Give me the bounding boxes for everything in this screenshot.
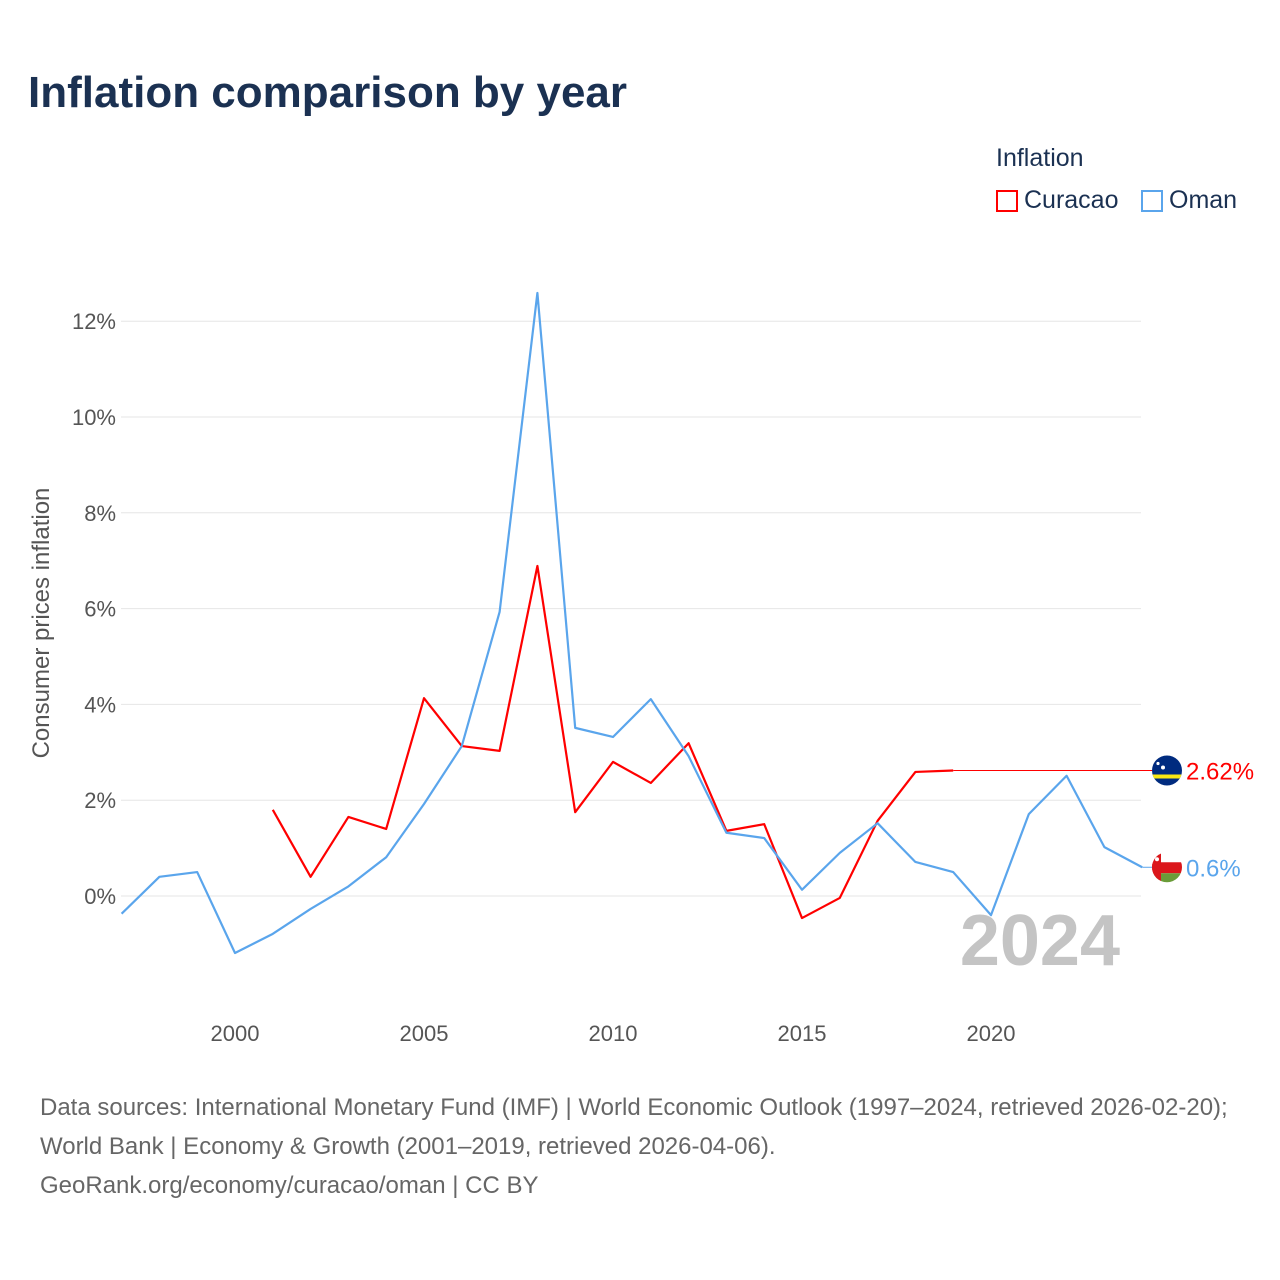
legend-item-curacao[interactable]: Curacao — [996, 186, 1119, 215]
legend-label-oman: Oman — [1169, 186, 1238, 214]
y-tick-label: 12% — [72, 309, 116, 334]
legend-swatch-oman — [1141, 189, 1163, 212]
y-tick-label: 8% — [84, 501, 116, 526]
flag-oman-icon — [1152, 852, 1182, 883]
series-line-curacao — [271, 564, 954, 920]
x-tick-label: 2020 — [967, 1021, 1016, 1046]
x-tick-label: 2005 — [400, 1021, 449, 1046]
y-tick-label: 10% — [72, 405, 116, 430]
chart-title: Inflation comparison by year — [28, 68, 628, 117]
y-tick-label: 2% — [84, 788, 116, 813]
end-label-curacao: 2.62% — [1186, 759, 1254, 786]
legend-swatch-curacao — [996, 189, 1018, 212]
source-note: Data sources: International Monetary Fun… — [40, 1088, 1250, 1205]
flag-curacao-icon — [1152, 755, 1182, 786]
x-tick-label: 2010 — [589, 1021, 638, 1046]
source-text: Data sources: International Monetary Fun… — [40, 1094, 1228, 1160]
legend-title: Inflation — [996, 144, 1084, 172]
end-label-oman: 0.6% — [1186, 855, 1241, 882]
legend-item-oman[interactable]: Oman — [1141, 186, 1237, 215]
legend-label-curacao: Curacao — [1024, 186, 1119, 214]
source-link[interactable]: GeoRank.org/economy/curacao/oman | CC BY — [40, 1172, 539, 1199]
year-watermark: 2024 — [960, 901, 1120, 981]
x-tick-label: 2000 — [211, 1021, 260, 1046]
y-tick-label: 4% — [84, 692, 116, 717]
y-tick-label: 6% — [84, 597, 116, 622]
y-tick-label: 0% — [84, 884, 116, 909]
series-line-oman — [120, 291, 1143, 955]
x-tick-label: 2015 — [778, 1021, 827, 1046]
